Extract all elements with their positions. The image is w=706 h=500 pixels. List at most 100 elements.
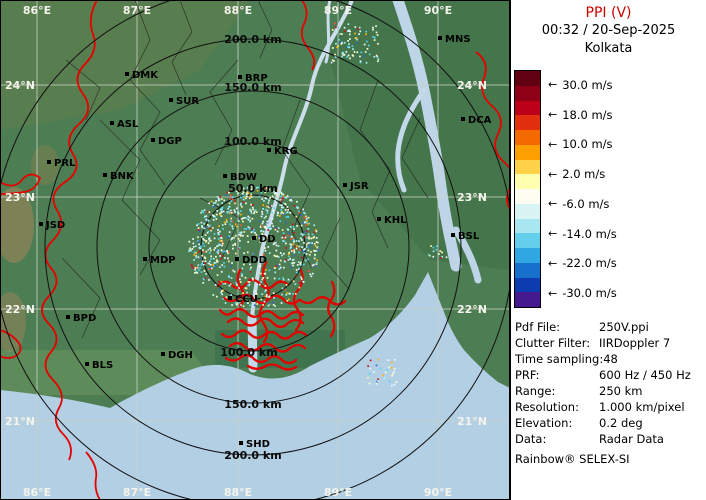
station-label: PRL — [54, 158, 76, 169]
legend-entry: ← 10.0 m/s — [548, 137, 613, 151]
info-value: Radar Data — [599, 432, 664, 446]
legend-value-label: 2.0 m/s — [562, 167, 606, 182]
political-borders — [0, 0, 510, 500]
station-marker — [267, 148, 271, 152]
range-ring — [44, 38, 462, 456]
info-label: Range: — [515, 384, 556, 398]
station-label: DMK — [132, 70, 159, 81]
lat-label-right: 23°N — [457, 191, 487, 204]
station-label: BLS — [92, 360, 113, 371]
info-value: 250 km — [599, 384, 643, 398]
radar-map[interactable]: MNS DMK BRP SUR DCA ASL DGP KRG PRL BNK BDW JSR KHL J… — [0, 0, 510, 500]
legend-arrow-icon: ← — [548, 256, 558, 270]
info-value: IIRDoppler 7 — [599, 336, 671, 350]
legend-value-label: -14.0 m/s — [562, 226, 617, 241]
range-ring-label: 50.0 km — [228, 182, 278, 195]
legend-entry: ← 2.0 m/s — [548, 167, 605, 181]
range-ring — [96, 90, 410, 404]
info-row: Pdf File: 250V.ppi — [515, 319, 705, 335]
station-marker — [85, 362, 89, 366]
range-ring-labels: 200.0 km 150.0 km 100.0 km 50.0 km 100.0 km 1… — [220, 33, 281, 462]
info-label: PRF: — [515, 368, 540, 382]
lat-label-right: 24°N — [457, 79, 487, 92]
colorbar-segment — [515, 262, 540, 278]
info-label: Time sampling:48 — [515, 352, 618, 366]
colorbar-segment — [515, 71, 540, 86]
colorbar-segment — [515, 277, 540, 293]
radar-site-name: Kolkata — [584, 41, 633, 56]
software-credit: Rainbow® SELEX-SI — [515, 452, 630, 466]
legend-arrow-icon: ← — [548, 227, 558, 241]
station-markers: MNS DMK BRP SUR DCA ASL DGP KRG PRL BNK BDW JSR KHL J… — [39, 34, 492, 450]
coordinate-labels: 86°E 86°E 87°E 87°E 88°E 88°E 89°E 89°E 90°E 90°E… — [5, 4, 487, 499]
station-marker — [238, 75, 242, 79]
station-marker — [161, 352, 165, 356]
lon-label-bottom: 90°E — [424, 486, 452, 499]
station-marker — [377, 217, 381, 221]
legend-value-label: 10.0 m/s — [562, 137, 613, 152]
info-label: Data: — [515, 432, 547, 446]
station-label: DGP — [158, 136, 182, 147]
colorbar-segment — [515, 218, 540, 234]
lat-label-left: 23°N — [5, 191, 35, 204]
lon-label-bottom: 87°E — [123, 486, 151, 499]
station-label: CCU — [235, 294, 258, 305]
station-label: BDW — [230, 172, 257, 183]
legend-value-label: -22.0 m/s — [562, 256, 617, 271]
lon-label-top: 89°E — [324, 4, 352, 17]
station-label: DGH — [168, 350, 193, 361]
station-marker — [169, 98, 173, 102]
colorbar-segment — [515, 100, 540, 116]
legend-value-label: 18.0 m/s — [562, 107, 613, 122]
lon-label-top: 87°E — [123, 4, 151, 17]
station-marker — [438, 36, 442, 40]
station-marker — [39, 222, 43, 226]
lon-label-bottom: 89°E — [324, 486, 352, 499]
station-label: BRP — [245, 73, 268, 84]
colorbar-segment — [515, 292, 540, 307]
radar-parameters: Pdf File: 250V.ppi Clutter Filter: IIRDoppl… — [515, 319, 705, 447]
legend-entry: ← -22.0 m/s — [548, 256, 617, 270]
map-canvas[interactable]: MNS DMK BRP SUR DCA ASL DGP KRG PRL BNK BDW JSR KHL J… — [0, 0, 510, 500]
delta-channel-borders — [216, 260, 347, 371]
station-marker — [252, 236, 256, 240]
info-row: Resolution: 1.000 km/pixel — [515, 399, 705, 415]
info-value: 0.2 deg — [599, 416, 643, 430]
range-ring — [148, 142, 358, 352]
legend-entry: ← 18.0 m/s — [548, 108, 613, 122]
legend-value-label: -6.0 m/s — [562, 196, 610, 211]
scan-datetime: 00:32 / 20-Sep-2025 — [541, 23, 676, 38]
station-marker — [239, 441, 243, 445]
lon-label-bottom: 88°E — [224, 486, 252, 499]
legend-arrow-icon: ← — [548, 78, 558, 92]
legend-entry: ← -14.0 m/s — [548, 227, 617, 241]
station-marker — [461, 117, 465, 121]
station-marker — [103, 173, 107, 177]
district-borders — [61, 0, 429, 339]
info-row: Time sampling:48 — [515, 351, 705, 367]
range-ring-label: 100.0 km — [224, 135, 281, 148]
info-value: 250V.ppi — [599, 320, 649, 334]
range-ring-label: 100.0 km — [220, 346, 277, 359]
station-label: BSL — [458, 231, 480, 242]
range-rings — [0, 0, 510, 500]
station-label: DCA — [468, 115, 492, 126]
lat-label-right: 21°N — [457, 415, 487, 428]
info-value: 600 Hz / 450 Hz — [599, 368, 691, 382]
colorbar-segment — [515, 233, 540, 248]
colorbar-segment — [515, 248, 540, 263]
info-row: PRF: 600 Hz / 450 Hz — [515, 367, 705, 383]
station-label: DDD — [242, 255, 267, 266]
station-label: MNS — [445, 34, 471, 45]
station-label: MDP — [150, 255, 176, 266]
station-marker — [451, 233, 455, 237]
station-marker — [223, 174, 227, 178]
legend-arrow-icon: ← — [548, 108, 558, 122]
info-label: Elevation: — [515, 416, 573, 430]
sea-bay-of-bengal — [0, 272, 510, 500]
range-ring-label: 150.0 km — [224, 398, 281, 411]
velocity-colorbar — [514, 70, 541, 308]
station-marker — [228, 296, 232, 300]
info-value — [599, 351, 705, 367]
colorbar-segment — [515, 115, 540, 130]
